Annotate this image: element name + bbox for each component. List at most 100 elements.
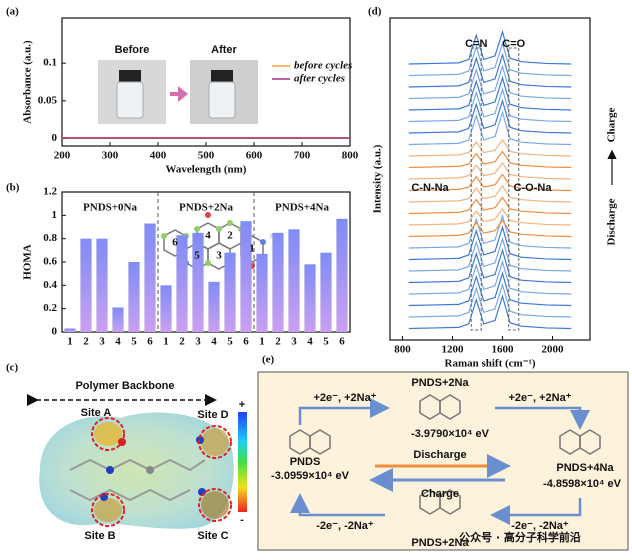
x-tick-label: 800 — [394, 344, 411, 356]
bar — [96, 238, 108, 332]
vial-cap — [211, 70, 233, 82]
series-line — [408, 225, 572, 261]
bar — [112, 307, 124, 332]
series-line — [408, 87, 572, 123]
x-tick-label: 5 — [131, 336, 137, 348]
colorbar — [238, 412, 247, 512]
y-axis-label: Intensity (a.u.) — [372, 144, 384, 213]
band-box — [470, 47, 482, 331]
scheme-box — [257, 371, 629, 551]
band-box — [508, 47, 520, 331]
esp-title: Polymer Backbone — [75, 380, 174, 392]
peak-annotation: C-O-Na — [514, 182, 553, 194]
x-tick-label: 1 — [67, 336, 73, 348]
step-label: +2e⁻, +2Na⁺ — [314, 392, 377, 404]
group-label: PNDS+2Na — [179, 202, 233, 214]
panel-label: (a) — [6, 6, 19, 18]
series-line — [408, 196, 572, 215]
annotation: After — [211, 44, 237, 56]
vial — [208, 81, 236, 119]
series-line — [408, 282, 572, 318]
bar — [336, 218, 348, 332]
plot-frame — [389, 17, 591, 341]
ring-label: 1 — [249, 243, 255, 255]
ring-label: 5 — [194, 250, 200, 262]
side-label: Charge — [606, 107, 618, 142]
y-tick-label: 0.8 — [43, 232, 57, 244]
site-label: Site B — [84, 530, 115, 542]
x-tick-label: 200 — [54, 150, 71, 162]
panel-label: (d) — [368, 6, 382, 18]
panel-label: (c) — [6, 362, 19, 374]
y-tick-label: 0.4 — [43, 279, 57, 291]
ring — [207, 242, 231, 270]
side-label: Discharge — [606, 198, 618, 245]
x-tick-label: 6 — [147, 336, 153, 348]
ring-label: 6 — [172, 237, 178, 249]
x-tick-label: 700 — [294, 150, 311, 162]
arrow — [170, 86, 188, 102]
panel-label: (b) — [6, 182, 20, 194]
x-tick-label: 5 — [323, 336, 329, 348]
x-tick-label: 5 — [227, 336, 233, 348]
x-tick-label: 1600 — [492, 344, 515, 356]
vial-cap — [119, 70, 141, 82]
y-axis-label: Absorbance (a.u.) — [22, 40, 34, 124]
x-tick-label: 4 — [307, 336, 313, 348]
vial-photos: Before After — [98, 44, 258, 124]
series-line — [408, 219, 572, 238]
ring-label: 4 — [205, 230, 211, 242]
y-tick-label: 1.2 — [43, 186, 57, 198]
y-tick-label: 0 — [52, 132, 58, 144]
bar — [64, 328, 76, 332]
colorbar-max: + — [239, 399, 245, 411]
bar — [144, 223, 156, 332]
y-tick-label: 0 — [52, 326, 58, 338]
x-tick-label: 3 — [291, 336, 297, 348]
peak-annotation: C=O — [502, 38, 525, 50]
y-tick-label: 0.2 — [43, 302, 57, 314]
series-line — [408, 213, 572, 249]
series-line — [408, 184, 572, 203]
series-line — [408, 173, 572, 192]
energy-label: -3.0959×10⁴ eV — [271, 470, 350, 482]
y-tick-label: 0.6 — [43, 256, 57, 268]
series-line — [408, 271, 572, 307]
x-tick-label: 4 — [115, 336, 121, 348]
scheme: +2e⁻, +2Na⁺ +2e⁻, +2Na⁺ -2e⁻, -2Na⁺ -2e⁻… — [257, 371, 629, 551]
x-tick-label: 3 — [195, 336, 201, 348]
watermark: 公众号 · 高分子科学前沿 — [459, 530, 581, 544]
y-tick-label: 1 — [52, 209, 58, 221]
step-label: +2e⁻, +2Na⁺ — [509, 392, 572, 404]
bar — [224, 252, 236, 332]
site-label: Site A — [81, 407, 112, 419]
series-line — [408, 161, 572, 180]
step-label: -2e⁻, -2Na⁺ — [511, 520, 569, 532]
series-line — [408, 207, 572, 226]
series-line — [408, 248, 572, 284]
peak-annotation: C=N — [465, 38, 487, 50]
charge-label: Charge — [421, 488, 459, 500]
y-axis-label: HOMA — [22, 244, 34, 279]
bar — [160, 285, 172, 332]
x-tick-label: 500 — [198, 150, 215, 162]
state-label: PNDS — [290, 456, 321, 468]
series-line — [408, 110, 572, 146]
series-line — [408, 52, 572, 88]
x-tick-label: 300 — [102, 150, 119, 162]
ring-label: 2 — [227, 230, 233, 242]
series-line — [408, 150, 572, 169]
annotation: Before — [115, 44, 150, 56]
bar — [288, 229, 300, 332]
bar — [192, 232, 204, 332]
x-tick-label: 2 — [179, 336, 185, 348]
x-tick-label: 3 — [99, 336, 105, 348]
series-line — [408, 29, 572, 65]
bar — [304, 264, 316, 332]
x-tick-label: 6 — [243, 336, 249, 348]
x-axis-label: Wavelength (nm) — [166, 164, 247, 176]
colorbar-min: - — [240, 514, 244, 526]
series-line — [408, 259, 572, 295]
site-label: Site D — [197, 409, 228, 421]
discharge-label: Discharge — [413, 449, 466, 461]
